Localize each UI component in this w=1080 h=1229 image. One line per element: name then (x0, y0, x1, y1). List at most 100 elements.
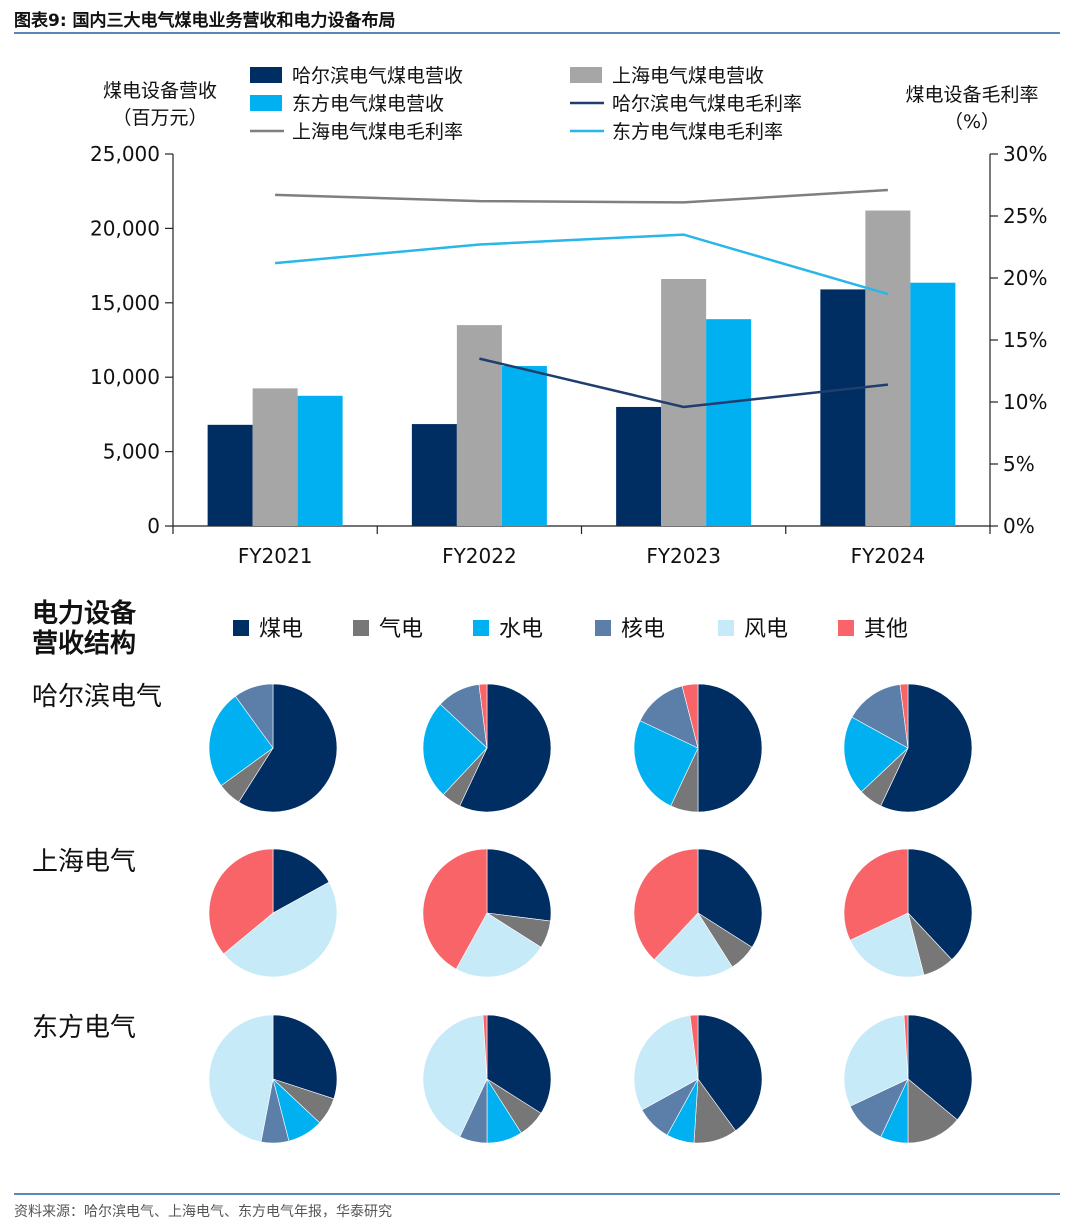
line-dongfang_margin (274, 233, 889, 296)
pie-slice-coal (459, 683, 552, 813)
pie-legend-label: 煤电 (259, 617, 303, 642)
bar-dongfang_rev (706, 319, 752, 526)
pie-slice-other (689, 1014, 699, 1080)
figure-title: 图表9: 国内三大电气煤电业务营收和电力设备布局 (14, 11, 396, 31)
pie-slice-wind (633, 1015, 699, 1111)
pie-slice-nuclear (234, 683, 274, 749)
bar-shanghai_rev (252, 388, 298, 526)
x-axis-tick-label: FY2023 (646, 544, 721, 568)
pie-slice-other (899, 683, 909, 749)
left-axis-label-line: 煤电设备营收 (103, 80, 217, 102)
pie-legend-swatch-other (838, 620, 854, 636)
line-shanghai_margin (275, 188, 888, 204)
line-harbin_margin (479, 357, 889, 409)
right-axis-tick-label: 0% (1003, 514, 1035, 538)
legend-swatch-bar (250, 67, 282, 83)
pie-slice-wind (849, 912, 925, 978)
right-axis-tick-label: 30% (1003, 142, 1047, 166)
pie-slice-other (633, 848, 699, 961)
pie-slice-nuclear (851, 684, 909, 749)
pie-slice-wind (653, 912, 733, 978)
pie-slice-other (843, 848, 909, 941)
bar-harbin_rev (411, 424, 457, 526)
legend-label: 上海电气煤电毛利率 (292, 121, 463, 143)
right-axis-tick-label: 10% (1003, 390, 1047, 414)
pie-slice-coal (238, 683, 338, 813)
pie-legend-label: 风电 (744, 617, 788, 642)
x-axis-tick-label: FY2024 (851, 544, 926, 568)
legend-label: 东方电气煤电毛利率 (612, 121, 783, 143)
pie-slice-coal (697, 848, 763, 948)
pie-legend-swatch-wind (718, 620, 734, 636)
pie-slice-other (478, 683, 488, 749)
pie-legend-swatch-nuclear (595, 620, 611, 636)
bar-shanghai_rev (456, 325, 502, 526)
bar-harbin_rev (207, 424, 253, 526)
x-axis-tick-label: FY2021 (238, 544, 313, 568)
pie-slice-other (208, 848, 274, 955)
left-axis-tick-label: 0 (147, 514, 160, 538)
left-axis-label-line: （百万元） (112, 107, 207, 129)
bar-harbin_rev (616, 406, 662, 526)
pie-slice-wind (843, 1014, 909, 1107)
bar-harbin_rev (820, 289, 866, 526)
legend-label: 上海电气煤电营收 (612, 65, 764, 87)
right-axis-tick-label: 25% (1003, 204, 1047, 228)
pie-legend-swatch-hydro (473, 620, 489, 636)
pie-slice-coal (486, 1014, 552, 1114)
legend-swatch-bar (250, 95, 282, 111)
right-axis-label-line: （%） (944, 111, 1000, 133)
left-axis-tick-label: 20,000 (90, 216, 160, 240)
right-axis-tick-label: 20% (1003, 266, 1047, 290)
legend-label: 哈尔滨电气煤电营收 (292, 65, 463, 87)
pie-slice-wind (455, 912, 542, 978)
pie-legend-swatch-gas (353, 620, 369, 636)
pie-slice-hydro (633, 720, 699, 807)
company-label: 上海电气 (32, 847, 136, 877)
title-rule (14, 32, 1060, 34)
pie-section-title-line: 电力设备 (32, 599, 137, 629)
legend-label: 哈尔滨电气煤电毛利率 (612, 93, 802, 115)
pie-slice-other (903, 1014, 909, 1080)
x-axis-tick-label: FY2022 (442, 544, 517, 568)
legend-label: 东方电气煤电营收 (292, 93, 444, 115)
bar-dongfang_rev (501, 366, 547, 526)
source-rule (14, 1193, 1060, 1195)
pie-slice-coal (697, 1014, 763, 1132)
left-axis-tick-label: 15,000 (90, 291, 160, 315)
bar-dongfang_rev (910, 282, 956, 526)
pie-slice-coal (880, 683, 973, 813)
pie-legend-label: 核电 (621, 617, 665, 642)
pie-slice-other (422, 848, 488, 970)
source-note: 资料来源：哈尔滨电气、上海电气、东方电气年报，华泰研究 (14, 1204, 392, 1220)
legend-swatch-bar (570, 67, 602, 83)
pie-legend-swatch-coal (233, 620, 249, 636)
pie-legend-label: 水电 (499, 617, 543, 642)
pie-slice-wind (208, 1014, 274, 1143)
bar-line-chart: 煤电设备营收 （百万元） 煤电设备毛利率 （%） 哈尔滨电气煤电营收 上海电气煤电营收东方… (90, 65, 1047, 568)
right-axis-tick-label: 5% (1003, 452, 1035, 476)
pie-slice-hydro (843, 716, 909, 793)
pie-slice-other (681, 683, 699, 749)
pie-slice-coal (272, 848, 330, 914)
pie-slice-wind (223, 881, 338, 978)
company-label: 东方电气 (32, 1013, 136, 1043)
pie-slice-gas (907, 1078, 958, 1144)
pie-section-title-line: 营收结构 (32, 629, 136, 659)
pie-slice-other (482, 1014, 488, 1080)
left-axis-tick-label: 10,000 (90, 365, 160, 389)
pie-slice-coal (907, 1014, 973, 1121)
pie-legend-label: 其他 (864, 617, 908, 642)
pie-slice-coal (697, 683, 763, 813)
pie-slice-coal (907, 848, 973, 961)
pie-slice-coal (486, 848, 552, 922)
right-axis-label-line: 煤电设备毛利率 (905, 84, 1038, 106)
left-axis-tick-label: 25,000 (90, 142, 160, 166)
bar-shanghai_rev (865, 210, 911, 526)
pie-slice-hydro (208, 695, 274, 787)
bar-dongfang_rev (297, 395, 343, 526)
pie-slice-coal (272, 1014, 338, 1100)
pie-slice-hydro (422, 703, 488, 796)
pie-slice-wind (422, 1014, 488, 1138)
